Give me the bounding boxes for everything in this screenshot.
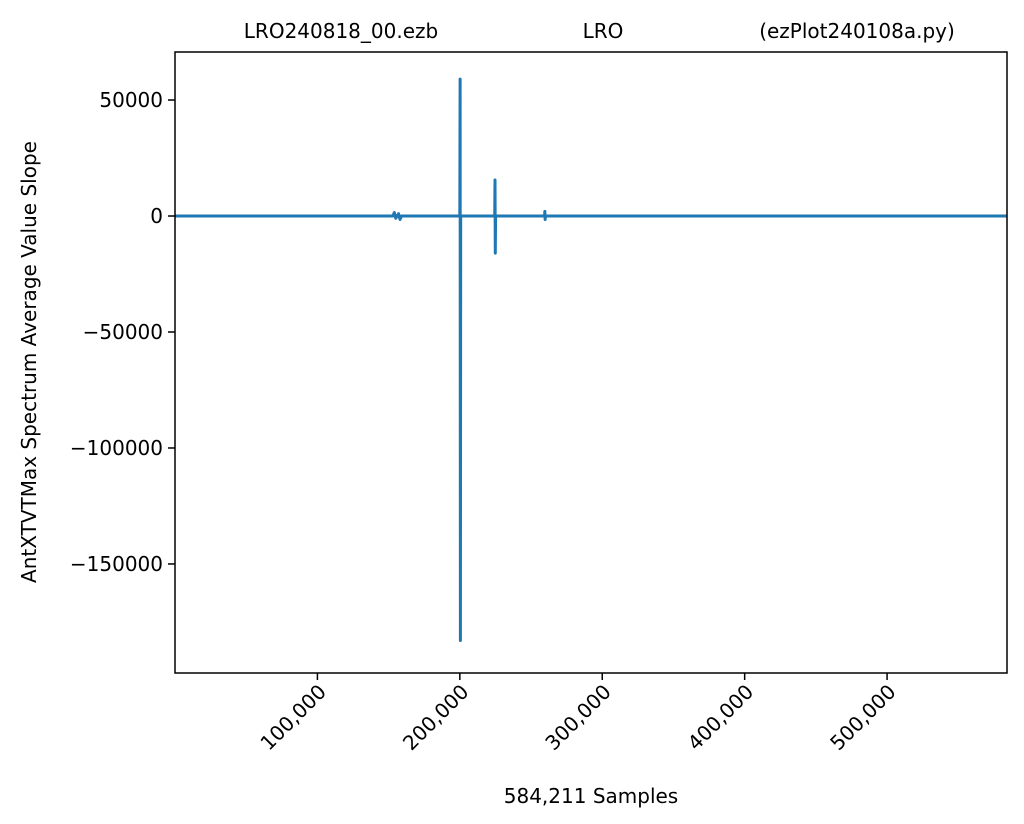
x-tick-label: 100,000 (255, 680, 330, 755)
chart-title-center: LRO (583, 19, 624, 43)
x-tick-label: 200,000 (398, 680, 473, 755)
chart-title-left: LRO240818_00.ezb (244, 19, 438, 43)
x-tick-label: 400,000 (683, 680, 758, 755)
y-tick-label: 0 (150, 204, 163, 228)
y-tick-label: −50000 (83, 320, 163, 344)
y-axis-label: AntXTVTMax Spectrum Average Value Slope (17, 141, 41, 583)
plot-frame (174, 51, 1008, 674)
y-tick-label: 50000 (99, 88, 163, 112)
chart-title-right: (ezPlot240108a.py) (759, 19, 955, 43)
x-tick-label: 500,000 (825, 680, 900, 755)
x-axis-label: 584,211 Samples (504, 784, 678, 808)
y-tick-label: −150000 (70, 552, 163, 576)
data-line (175, 77, 1007, 643)
y-tick-label: −100000 (70, 436, 163, 460)
x-tick-label: 300,000 (540, 680, 615, 755)
